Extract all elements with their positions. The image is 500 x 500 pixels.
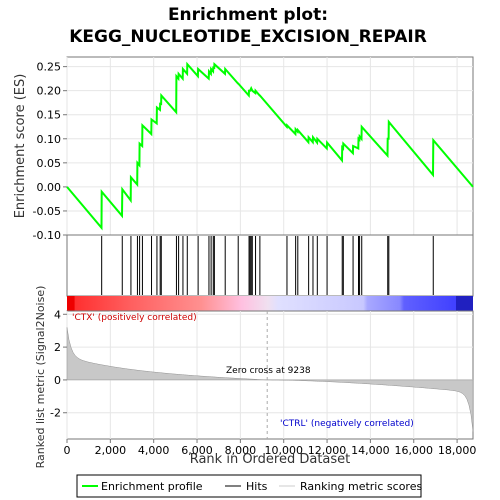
negative-correlation-label: 'CTRL' (negatively correlated) xyxy=(280,419,414,429)
x-axis: 0 2,000 4,000 6,000 8,000 10,000 12,000 14,000 1… xyxy=(64,439,477,457)
x-tick-label: 8,000 xyxy=(225,444,257,457)
x-tick-label: 18,000 xyxy=(438,444,477,457)
metric-y-tick-label: 4 xyxy=(54,308,61,321)
hits-panel-frame xyxy=(66,234,474,297)
x-tick-label: 2,000 xyxy=(95,444,127,457)
hit-markers xyxy=(101,236,434,295)
title-line-1: Enrichment plot: xyxy=(168,5,328,25)
color-bar-bottom-segment xyxy=(456,296,473,311)
metric-y-tick-label: 2 xyxy=(54,341,61,354)
ranking-metric-area xyxy=(66,327,474,432)
x-tick-label: 10,000 xyxy=(264,444,303,457)
es-panel-frame xyxy=(66,56,474,236)
es-y-tick-label: 0.15 xyxy=(37,109,62,122)
es-y-tick-label: -0.10 xyxy=(33,229,61,242)
es-y-tick-label: 0.00 xyxy=(37,181,62,194)
x-axis-label: Rank in Ordered Dataset xyxy=(190,452,351,467)
x-tick-label: 4,000 xyxy=(138,444,170,457)
es-y-tick-label: 0.25 xyxy=(37,61,62,74)
color-bar-fill xyxy=(67,296,473,311)
es-y-tick-label: 0.05 xyxy=(37,157,62,170)
zero-cross-label: Zero cross at 9238 xyxy=(226,366,311,376)
x-tick-label: 12,000 xyxy=(308,444,347,457)
es-y-tick-label: -0.05 xyxy=(33,205,61,218)
es-y-tick-label: 0.20 xyxy=(37,85,62,98)
metric-y-axis-label: Ranked list metric (Signal2Noise) xyxy=(34,286,47,469)
metric-y-axis: 4 2 0 -2 xyxy=(50,308,67,420)
es-y-axis-label: Enrichment score (ES) xyxy=(13,74,28,219)
x-tick-label: 0 xyxy=(64,444,71,457)
legend-profile-label: Enrichment profile xyxy=(101,480,203,493)
legend-box xyxy=(76,474,422,498)
es-y-tick-label: 0.10 xyxy=(37,133,62,146)
positive-correlation-label: 'CTX' (positively correlated) xyxy=(72,313,197,323)
title-line-2: KEGG_NUCLEOTIDE_EXCISION_REPAIR xyxy=(69,27,427,47)
metric-y-tick-label: 0 xyxy=(54,374,61,387)
es-y-axis: -0.10 -0.05 0.00 0.05 0.10 0.15 0.20 0.25 xyxy=(33,61,67,242)
ranking-color-bar xyxy=(67,296,473,311)
x-tick-label: 14,000 xyxy=(351,444,390,457)
legend-hits-label: Hits xyxy=(246,480,268,493)
legend: Enrichment profile Hits Ranking metric s… xyxy=(76,474,422,498)
enrichment-profile-line xyxy=(66,61,474,231)
metric-y-tick-label: -2 xyxy=(50,407,61,420)
color-bar-top-segment xyxy=(67,296,75,311)
x-tick-label: 16,000 xyxy=(394,444,433,457)
x-tick-label: 6,000 xyxy=(181,444,213,457)
legend-metric-label: Ranking metric scores xyxy=(300,480,422,493)
